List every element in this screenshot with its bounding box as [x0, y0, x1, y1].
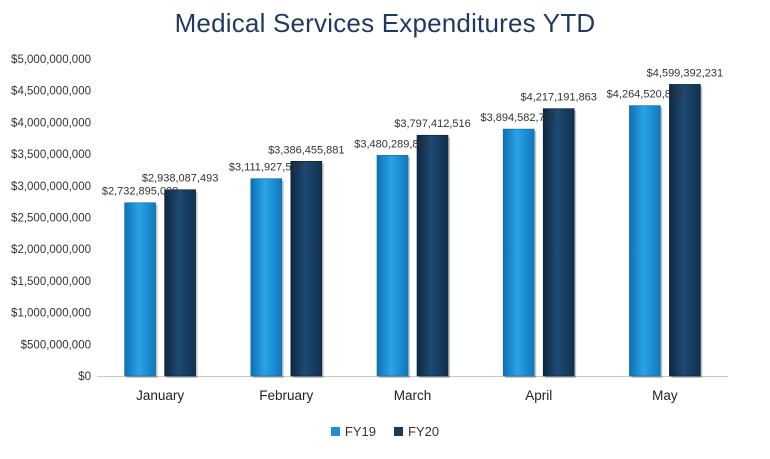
legend-label-fy20: FY20 — [408, 424, 440, 439]
y-tick-label: $3,500,000,000 — [11, 149, 91, 161]
data-label: $3,111,927,517 — [229, 162, 304, 174]
data-label: $2,938,087,493 — [142, 173, 218, 185]
legend: FY19 FY20 — [0, 424, 770, 439]
y-tick-label: $3,000,000,000 — [11, 181, 91, 193]
bar-fy20 — [542, 108, 575, 377]
x-category-label: March — [394, 388, 432, 403]
data-label: $4,264,520,806 — [607, 89, 683, 101]
data-label: $3,386,455,881 — [268, 144, 344, 156]
bar-fy20 — [416, 134, 449, 377]
data-label: $3,480,289,866 — [354, 138, 430, 150]
x-category-label: February — [259, 388, 313, 403]
data-label: $4,217,191,863 — [520, 92, 596, 104]
data-label: $4,599,392,231 — [647, 67, 723, 79]
x-category-label: April — [525, 388, 552, 403]
y-tick-label: $5,000,000,000 — [11, 54, 91, 66]
chart-title: Medical Services Expenditures YTD — [174, 8, 596, 38]
data-label: $2,732,895,029 — [102, 186, 178, 198]
x-category-label: May — [652, 388, 678, 403]
bar-fy19 — [124, 202, 156, 377]
legend-swatch-fy19 — [330, 427, 340, 436]
y-tick-label: $500,000,000 — [21, 339, 91, 351]
bar-fy19 — [250, 178, 283, 377]
legend-swatch-fy20 — [394, 427, 403, 436]
y-tick-label: $4,000,000,000 — [11, 117, 91, 129]
bar-fy20 — [669, 84, 701, 377]
data-label: $3,894,582,791 — [480, 112, 556, 124]
y-tick-label: $2,500,000,000 — [11, 213, 91, 225]
y-tick-label: $4,500,000,000 — [11, 86, 91, 98]
y-tick-label: $2,000,000,000 — [11, 244, 91, 256]
bar-fy20 — [290, 160, 323, 377]
bar-fy19 — [502, 128, 535, 377]
legend-item-fy20: FY20 — [394, 424, 439, 439]
y-tick-label: $0 — [78, 371, 91, 383]
legend-label-fy19: FY19 — [344, 424, 376, 439]
data-label: $3,797,412,516 — [394, 118, 470, 130]
bar-fy20 — [164, 189, 196, 377]
x-category-label: January — [136, 388, 184, 403]
legend-item-fy19: FY19 — [330, 424, 376, 439]
bar-fy19 — [376, 155, 409, 377]
bar-fy19 — [629, 105, 661, 377]
y-tick-label: $1,000,000,000 — [11, 308, 91, 320]
y-tick-label: $1,500,000,000 — [11, 276, 91, 288]
